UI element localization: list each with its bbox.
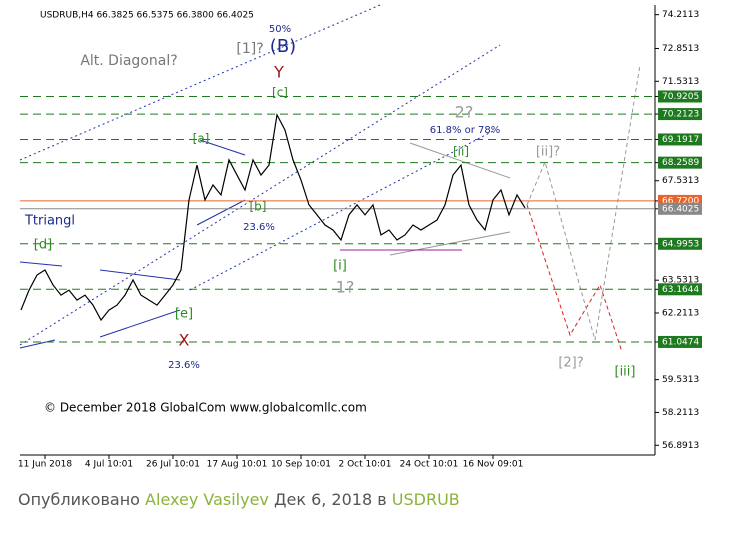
y-tick-box: [658, 335, 702, 348]
y-tick-label: 62.2113: [662, 309, 699, 319]
y-tick-label: 74.2113: [662, 10, 699, 20]
annotation: 23.6%: [168, 360, 200, 371]
y-tick-label: 64.9953: [662, 239, 699, 249]
annotation: [ii]?: [536, 145, 560, 160]
annotation: X: [179, 331, 190, 350]
author-link[interactable]: Alexey Vasilyev: [145, 490, 269, 509]
trend-line: [99, 269, 181, 281]
trend-lines: [19, 139, 511, 349]
y-tick-box: [658, 108, 702, 121]
x-tick-label: 10 Sep 10:01: [271, 460, 331, 470]
annotation: [iii]: [615, 365, 636, 380]
channel-lines: [19, 4, 501, 346]
y-tick-label: 59.5313: [662, 375, 699, 385]
y-tick-label: 56.8913: [662, 441, 699, 451]
annotation: [d]: [34, 238, 52, 253]
x-tick-label: 2 Oct 10:01: [339, 460, 392, 470]
footer-date: Дек 6, 2018 в: [273, 490, 387, 509]
y-tick-label: 58.2113: [662, 408, 699, 418]
x-tick-label: 17 Aug 10:01: [207, 460, 268, 470]
y-tick-label: 72.8513: [662, 44, 699, 54]
footer: Опубликовано Alexey Vasilyev Дек 6, 2018…: [18, 490, 460, 509]
annotation: [a]: [193, 132, 210, 146]
trend-line: [409, 142, 511, 179]
annotation: [e]: [175, 307, 193, 322]
annotation: 23.6%: [243, 222, 275, 233]
channel-line: [19, 4, 381, 161]
y-tick-box: [658, 237, 702, 250]
annotation: [i]: [333, 259, 347, 274]
y-tick-label: 66.4025: [662, 204, 699, 214]
forecast-lines: [526, 64, 641, 353]
annotation: [1]?: [236, 41, 263, 57]
x-tick-label: 4 Jul 10:01: [85, 460, 133, 470]
y-tick-label: 63.5313: [662, 276, 699, 286]
forecast-path: [526, 64, 641, 341]
annotation: Alt. Diagonal?: [80, 53, 177, 69]
x-tick-label: 16 Nov 09:01: [463, 460, 524, 470]
annotation: Y: [273, 63, 284, 82]
y-tick-label: 66.7200: [662, 196, 699, 206]
y-tick-box: [658, 202, 702, 215]
x-tick-label: 24 Oct 10:01: [400, 460, 459, 470]
y-tick-label: 70.9205: [662, 92, 699, 102]
y-tick-box: [658, 283, 702, 296]
y-tick-label: 71.5313: [662, 77, 699, 87]
forecast-path: [526, 204, 623, 353]
y-tick-label: 67.5313: [662, 176, 699, 186]
x-tick-label: 26 Jul 10:01: [146, 460, 200, 470]
y-tick-label: 61.0474: [662, 337, 699, 347]
annotation: Ttriangl: [24, 214, 75, 229]
channel-line: [19, 44, 501, 346]
y-tick-box: [658, 90, 702, 103]
annotation: 61.8% or 78%: [430, 125, 501, 136]
annotation: 2?: [455, 103, 474, 122]
trend-line: [19, 339, 56, 349]
x-tick-label: 11 Jun 2018: [18, 460, 72, 470]
annotation: [c]: [272, 86, 288, 100]
price-line: [20, 113, 526, 322]
trend-line: [19, 261, 63, 267]
symbol-link[interactable]: USDRUB: [391, 490, 460, 509]
annotation: 1?: [336, 278, 355, 297]
y-tick-label: 70.2123: [662, 110, 699, 120]
annotation: [ii]: [453, 145, 469, 159]
y-tick-label: 68.2589: [662, 158, 699, 168]
y-tick-label: 63.1644: [662, 285, 699, 295]
y-tick-label: 69.1917: [662, 135, 699, 145]
trend-line: [99, 309, 181, 338]
copyright: © December 2018 GlobalCom www.globalcoml…: [44, 401, 367, 415]
annotation: [2]?: [558, 356, 583, 371]
annotation: [b]: [250, 200, 267, 214]
footer-prefix: Опубликовано: [18, 490, 140, 509]
trend-line: [196, 199, 246, 226]
y-tick-box: [658, 133, 702, 146]
annotation: (B): [270, 36, 296, 57]
y-tick-box: [658, 156, 702, 169]
chart-title: USDRUB,H4 66.3825 66.5375 66.3800 66.402…: [40, 11, 254, 21]
annotation: 50%: [269, 24, 291, 35]
chart: USDRUB,H4 66.3825 66.5375 66.3800 66.402…: [18, 4, 702, 470]
trend-line: [199, 139, 246, 156]
